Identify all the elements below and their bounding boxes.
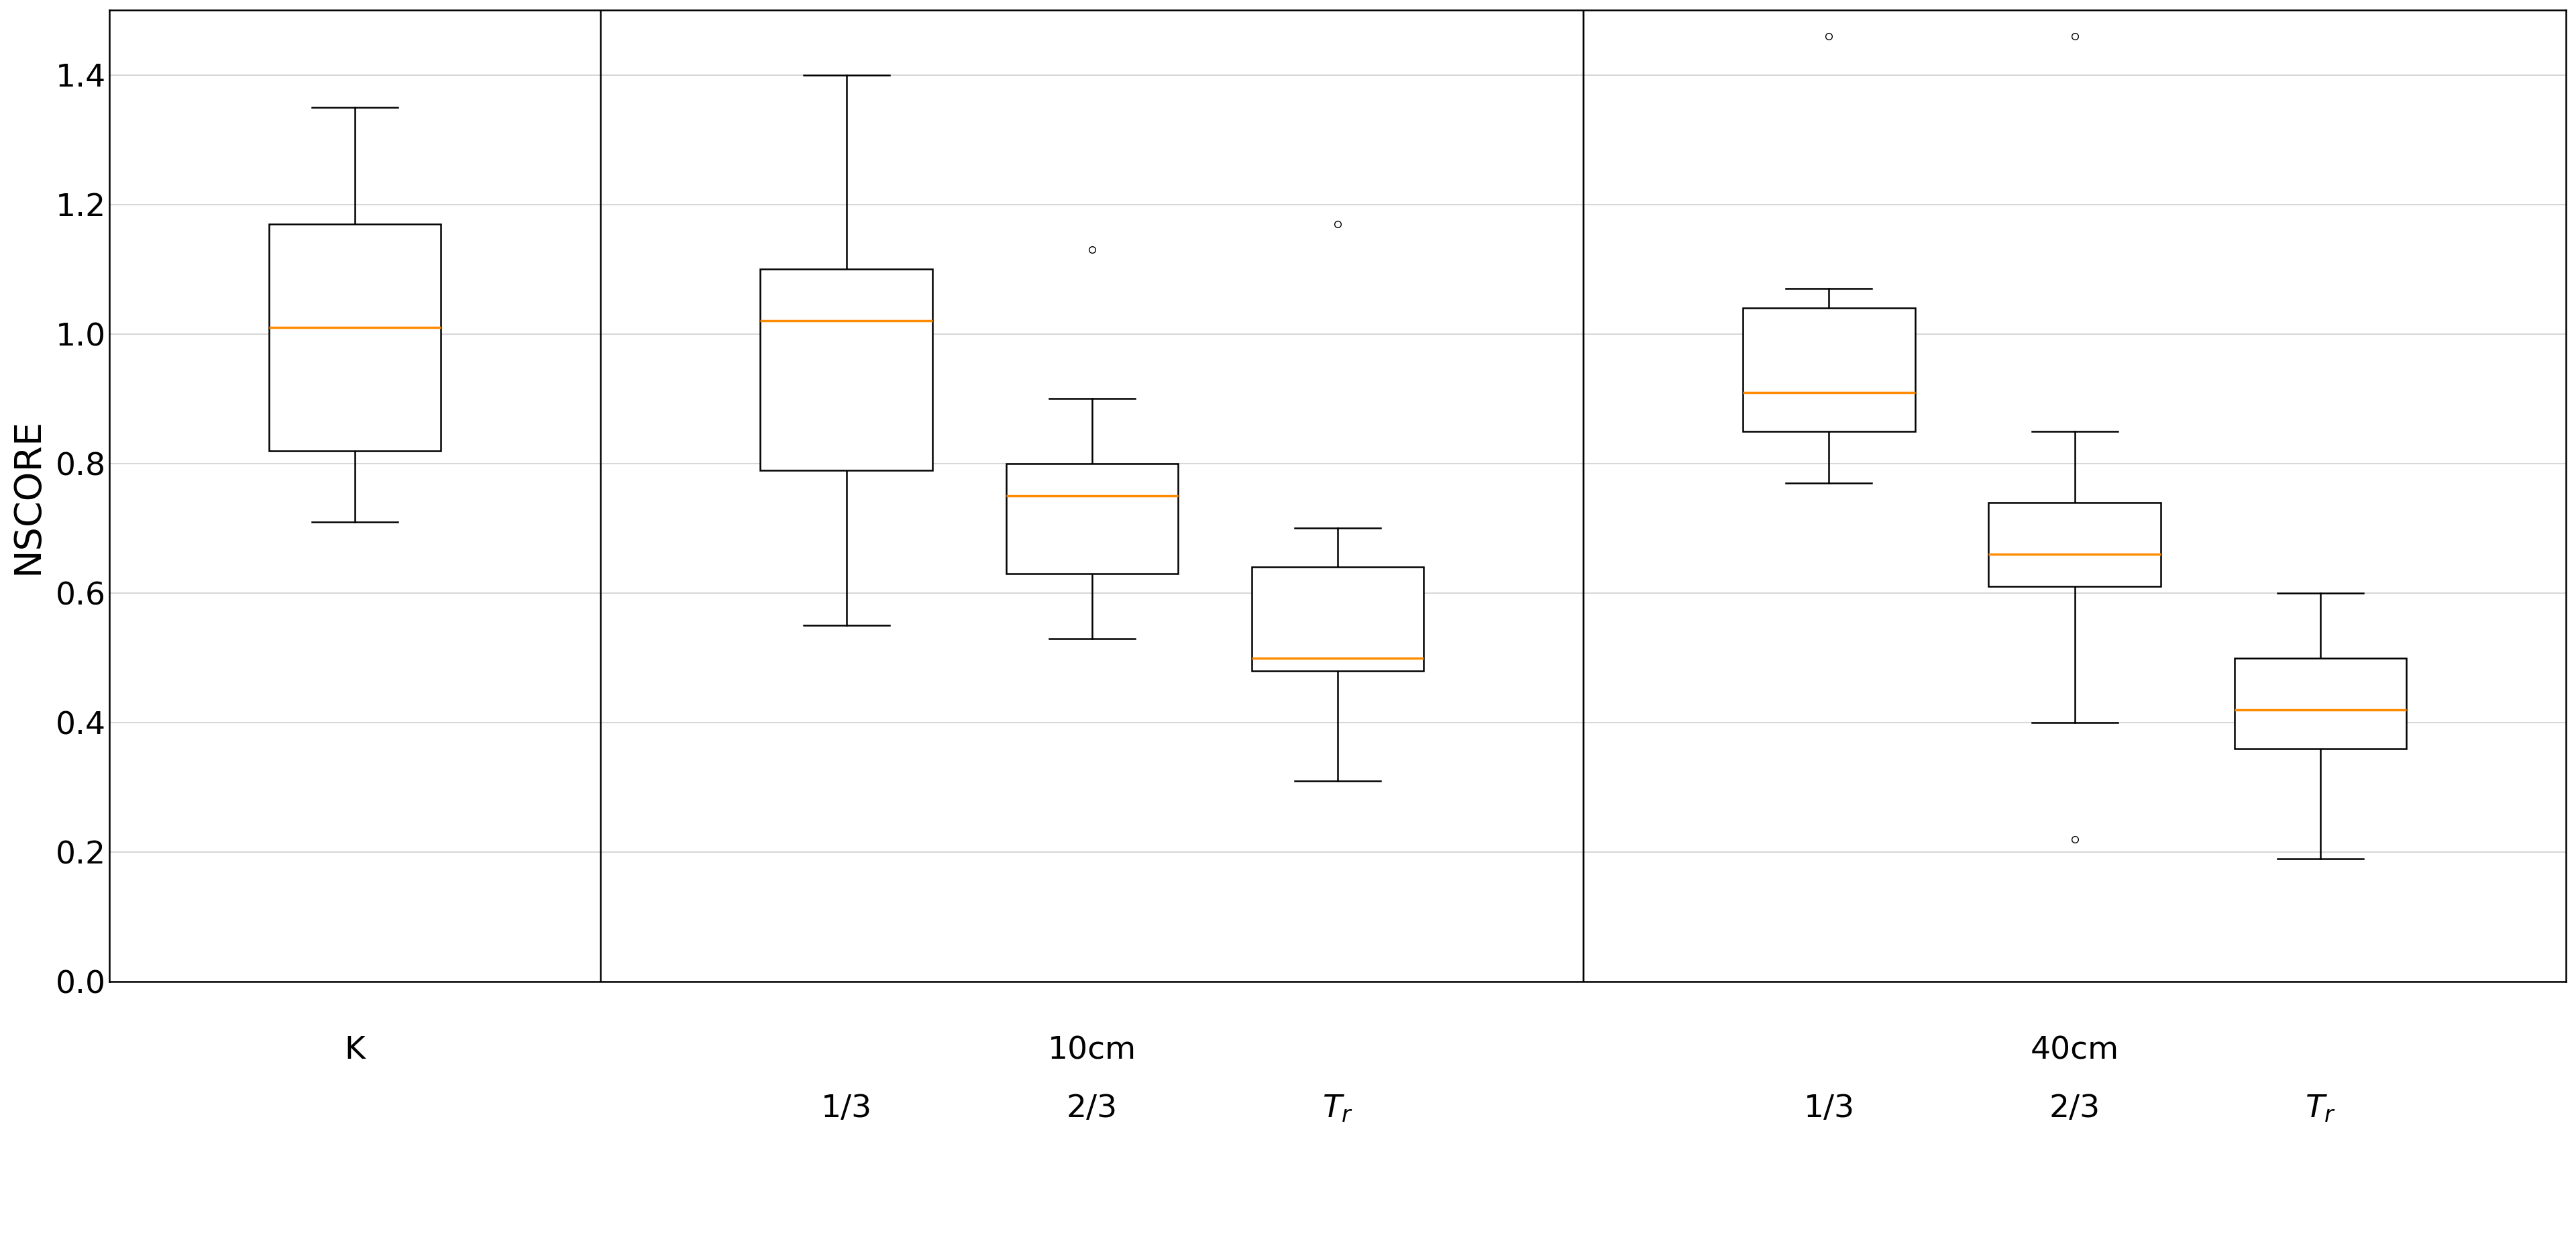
Text: 40cm: 40cm bbox=[2030, 1036, 2120, 1066]
Text: 1/3: 1/3 bbox=[1803, 1094, 1855, 1124]
Bar bbox=[1744, 309, 1914, 431]
Bar bbox=[2233, 658, 2406, 748]
Text: $T_r$: $T_r$ bbox=[2306, 1094, 2336, 1124]
Bar bbox=[1252, 567, 1425, 670]
Text: 10cm: 10cm bbox=[1048, 1036, 1136, 1066]
Bar bbox=[1989, 503, 2161, 587]
Bar bbox=[1007, 464, 1177, 573]
Text: 1/3: 1/3 bbox=[822, 1094, 871, 1124]
Text: 2/3: 2/3 bbox=[2048, 1094, 2099, 1124]
Text: K: K bbox=[345, 1036, 366, 1066]
Y-axis label: NSCORE: NSCORE bbox=[10, 418, 46, 575]
Text: $T_r$: $T_r$ bbox=[1321, 1094, 1352, 1124]
Bar bbox=[760, 270, 933, 470]
Bar bbox=[268, 224, 440, 451]
Text: 2/3: 2/3 bbox=[1066, 1094, 1118, 1124]
